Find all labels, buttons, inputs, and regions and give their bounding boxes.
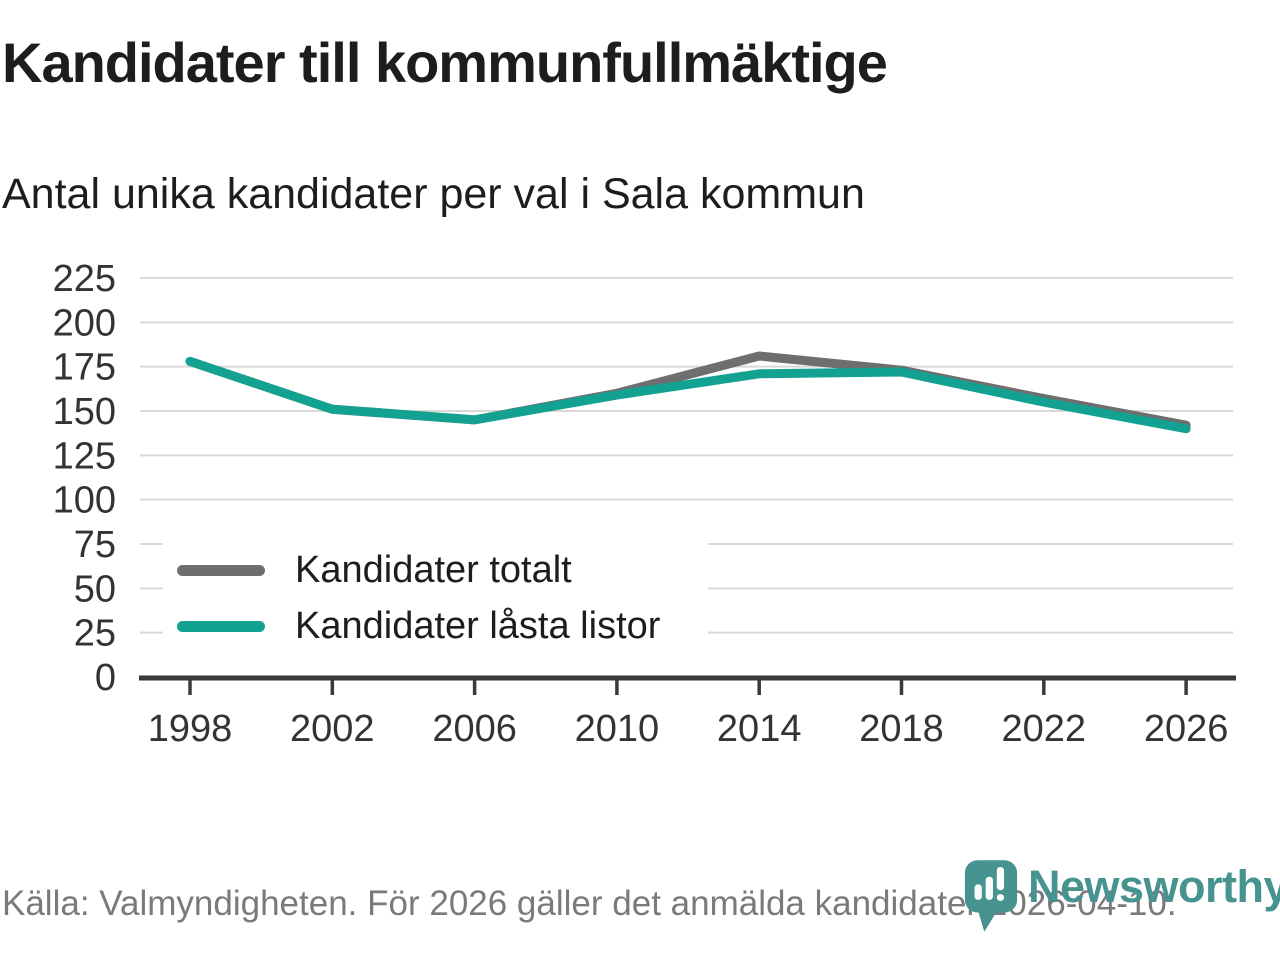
x-tick-label: 2018 xyxy=(859,708,944,750)
y-tick-label: 100 xyxy=(53,480,116,522)
legend-item-total: Kandidater totalt xyxy=(177,542,708,598)
chart-subtitle: Antal unika kandidater per val i Sala ko… xyxy=(2,170,865,218)
legend-label-locked: Kandidater låsta listor xyxy=(295,604,661,647)
x-axis-labels: 1998 2002 2006 2010 2014 2018 2022 2026 xyxy=(148,708,1229,750)
y-tick-label: 25 xyxy=(74,613,116,655)
x-tick-label: 2002 xyxy=(290,708,375,750)
x-tick-label: 2010 xyxy=(575,708,660,750)
x-tick-label: 2026 xyxy=(1144,708,1229,750)
chart-legend: Kandidater totalt Kandidater låsta listo… xyxy=(163,536,708,664)
x-tick-label: 1998 xyxy=(148,708,233,750)
series-line-locked xyxy=(185,356,1191,434)
legend-swatch-locked-line xyxy=(177,620,265,632)
y-tick-label: 125 xyxy=(53,435,116,477)
newsworthy-pin-icon xyxy=(964,860,1018,932)
legend-label-total: Kandidater totalt xyxy=(295,548,572,591)
y-tick-label: 75 xyxy=(74,524,116,566)
x-tick-label: 2022 xyxy=(1002,708,1087,750)
y-tick-label: 50 xyxy=(74,568,116,610)
chart-title: Kandidater till kommunfullmäktige xyxy=(2,31,888,94)
y-tick-label: 200 xyxy=(53,302,116,344)
brand-wordmark: Newsworthy xyxy=(1028,861,1280,912)
brand-logo: Newsworthy xyxy=(962,858,1280,936)
y-tick-label: 150 xyxy=(53,391,116,433)
legend-item-locked: Kandidater låsta listor xyxy=(177,598,708,654)
x-tick-label: 2006 xyxy=(432,708,517,750)
y-tick-label: 175 xyxy=(53,347,116,389)
legend-swatch-total-line xyxy=(177,564,265,576)
x-axis-ticks xyxy=(188,680,1188,695)
x-tick-label: 2014 xyxy=(717,708,802,750)
y-tick-label: 225 xyxy=(53,258,116,300)
y-tick-label: 0 xyxy=(95,657,116,699)
